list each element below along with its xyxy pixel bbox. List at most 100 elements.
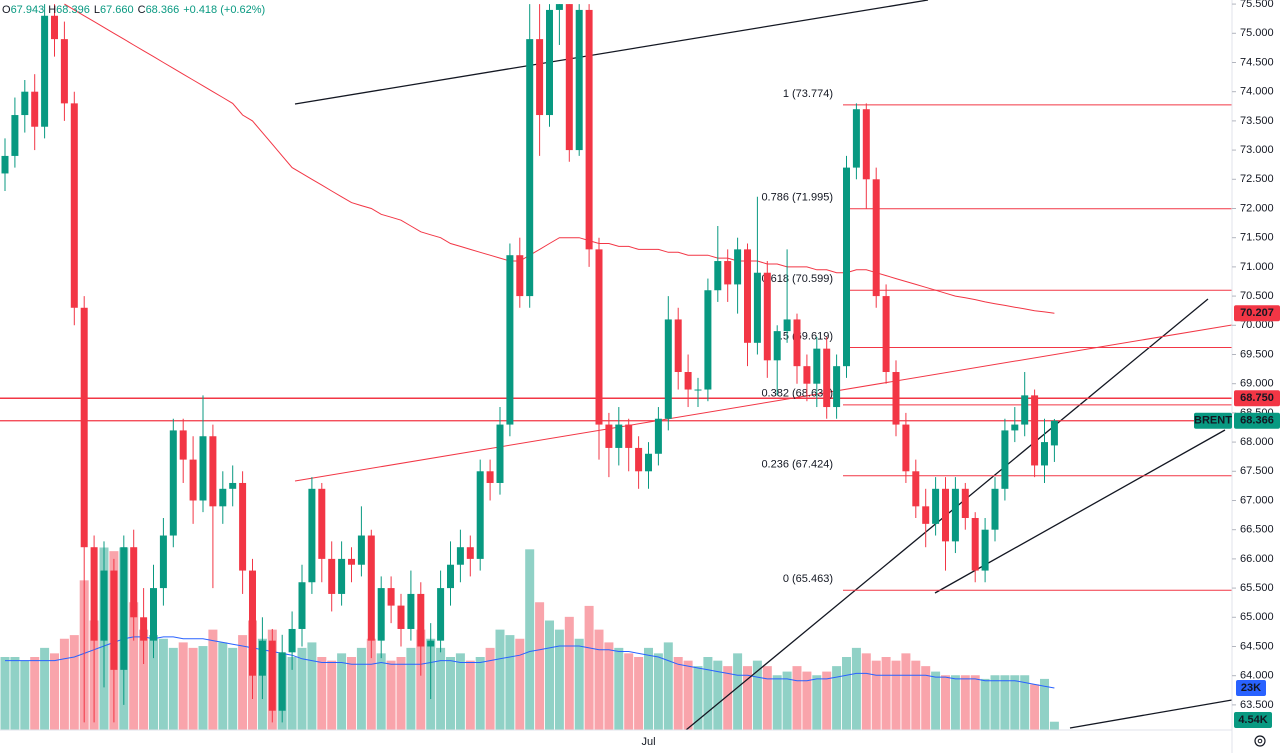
- legend-key: H: [48, 4, 56, 16]
- volume-bar: [980, 678, 990, 730]
- candle-body: [536, 39, 544, 116]
- candle-body: [912, 471, 920, 507]
- volume-bar: [218, 642, 228, 730]
- volume-bar: [624, 653, 634, 730]
- y-tick-label: 75.000: [1240, 27, 1274, 39]
- candle-body: [684, 372, 692, 390]
- candle-body: [942, 488, 949, 542]
- fib-label: 0.618 (70.599): [761, 273, 833, 285]
- candle-body: [773, 331, 781, 361]
- y-tick-label: 66.500: [1240, 524, 1274, 536]
- volume-bar: [832, 666, 842, 730]
- y-tick-label: 72.500: [1240, 173, 1274, 185]
- y-tick-label: 64.000: [1240, 670, 1274, 682]
- ma-badge-bg: [1234, 305, 1280, 322]
- hline-badge: 68.750: [1240, 392, 1274, 404]
- trend-line[interactable]: [294, 0, 929, 105]
- candle-body: [189, 459, 197, 501]
- candle-body: [328, 558, 336, 594]
- candle-body: [31, 91, 39, 127]
- candle-body: [981, 529, 989, 571]
- volume-bar: [1010, 675, 1020, 730]
- candle-body: [922, 506, 930, 524]
- candle-body: [882, 296, 890, 373]
- symbol-badge: BRENT: [1194, 415, 1232, 427]
- candle-body: [120, 547, 128, 670]
- volume-bar: [228, 647, 238, 730]
- y-tick-label: 74.500: [1240, 56, 1274, 68]
- volume-bar: [634, 657, 644, 730]
- volume-ma-badge: 23K: [1241, 682, 1261, 694]
- candle-body: [724, 261, 732, 285]
- volume-bar: [911, 660, 921, 730]
- legend-value: 67.943: [11, 4, 45, 16]
- volume-bar: [59, 638, 69, 730]
- volume-bar: [574, 638, 584, 730]
- volume-bar: [525, 549, 535, 730]
- y-tick-label: 67.000: [1240, 494, 1274, 506]
- y-tick-label: 63.500: [1240, 699, 1274, 711]
- candle-body: [734, 249, 742, 285]
- volume-bar: [891, 660, 901, 730]
- candle-body: [298, 582, 306, 629]
- volume-bar: [475, 657, 485, 730]
- volume-bar: [297, 647, 307, 730]
- volume-bar: [139, 629, 149, 730]
- volume-bar: [178, 642, 188, 730]
- y-tick-label: 65.500: [1240, 582, 1274, 594]
- volume-ma-badge-bg: [1236, 680, 1266, 697]
- volume-bar: [564, 616, 574, 730]
- volume-bar: [1020, 675, 1030, 730]
- candle-body: [159, 535, 167, 589]
- candle-body: [654, 418, 662, 454]
- y-tick-label: 73.000: [1240, 144, 1274, 156]
- volume-bar: [50, 653, 59, 730]
- y-tick-label: 73.500: [1240, 115, 1274, 127]
- fib-label: 0.786 (71.995): [761, 192, 833, 204]
- volume-bar: [673, 657, 683, 730]
- candle-body: [140, 617, 148, 641]
- volume-bar: [129, 602, 139, 730]
- volume-bar: [356, 647, 366, 730]
- candle-body: [635, 447, 643, 472]
- candle-body: [60, 39, 68, 104]
- volume-bar: [386, 660, 396, 730]
- volume-bar: [30, 657, 40, 730]
- candle-body: [645, 453, 652, 472]
- volume-bar: [198, 646, 208, 730]
- trend-line[interactable]: [294, 324, 1232, 482]
- candle-body: [199, 436, 207, 501]
- volume-badge: 4.54K: [1238, 714, 1267, 726]
- legend-key: L: [94, 4, 100, 16]
- volume-bar: [20, 660, 30, 730]
- volume-bar: [535, 602, 545, 730]
- candle-body: [1031, 395, 1039, 466]
- volume-bar: [545, 620, 554, 730]
- legend-value: 67.660: [100, 4, 134, 16]
- volume-bar: [653, 653, 663, 730]
- fib-label: 0.382 (68.638): [761, 388, 833, 400]
- candle-body: [397, 605, 405, 629]
- candle-body: [427, 640, 435, 647]
- volume-bar: [921, 666, 931, 730]
- y-tick-label: 71.500: [1240, 232, 1274, 244]
- candle-body: [526, 39, 534, 297]
- volume-bar: [1000, 675, 1010, 730]
- settings-icon[interactable]: [1254, 735, 1266, 747]
- x-tick-label: Jul: [641, 736, 655, 748]
- candle-body: [11, 115, 19, 156]
- y-tick-label: 70.500: [1240, 290, 1274, 302]
- volume-bar: [347, 657, 356, 730]
- y-tick-label: 75.500: [1240, 0, 1274, 10]
- volume-bar: [406, 647, 416, 730]
- candle-body: [843, 167, 850, 367]
- volume-bar: [881, 657, 891, 730]
- badge-layer: 70.207 68.750 BRENT 68.366 23K 4.54K: [1194, 305, 1280, 728]
- candle-body: [971, 518, 979, 571]
- candle-body: [466, 547, 474, 559]
- candle-body: [229, 482, 237, 489]
- fib-label: 0.5 (69.619): [774, 330, 833, 342]
- trend-line[interactable]: [1069, 699, 1232, 729]
- y-tick-label: 67.500: [1240, 465, 1274, 477]
- candle-body: [41, 15, 49, 127]
